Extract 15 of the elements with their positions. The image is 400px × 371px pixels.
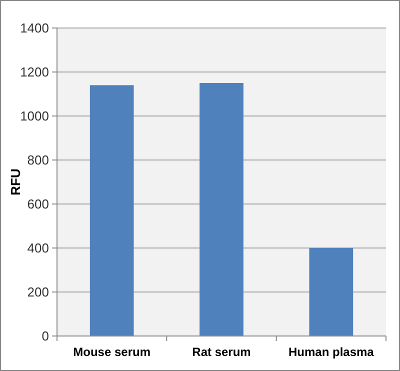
bar <box>309 248 354 336</box>
y-axis-title: RFU <box>8 168 23 196</box>
bar <box>200 83 244 336</box>
y-tick-label: 1200 <box>20 64 49 80</box>
y-tick-label: 800 <box>27 152 49 168</box>
x-tick-label: Mouse serum <box>73 345 151 359</box>
y-tick-label: 600 <box>27 196 49 212</box>
y-tick-label: 200 <box>27 284 49 300</box>
x-tick-label: Human plasma <box>288 345 374 359</box>
bar <box>90 85 134 336</box>
y-tick-label: 400 <box>27 240 49 256</box>
y-tick-label: 1000 <box>20 108 49 124</box>
y-tick-label: 1400 <box>20 20 49 36</box>
x-tick-label: Rat serum <box>192 345 251 359</box>
y-tick-label: 0 <box>42 328 49 344</box>
